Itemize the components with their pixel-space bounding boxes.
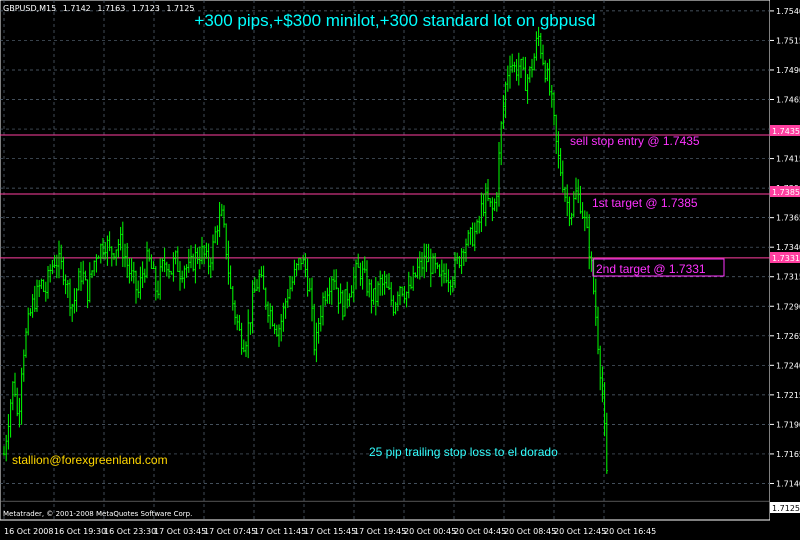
email-label: stallion@forexgreenland.com bbox=[12, 453, 168, 467]
y-tick-label: 1.7415 bbox=[776, 155, 800, 164]
x-tick-label: 17 Oct 07:45 bbox=[204, 527, 256, 536]
symbol-high: 1.7163 bbox=[97, 4, 125, 13]
chart-title: +300 pips,+$300 minilot,+300 standard lo… bbox=[194, 11, 595, 30]
y-tick-label: 1.7165 bbox=[776, 450, 800, 459]
y-tick-label: 1.7515 bbox=[776, 36, 800, 45]
x-tick-label: 16 Oct 23:30 bbox=[104, 527, 156, 536]
level-price-tag-3-text: 1.7331 bbox=[772, 254, 800, 263]
x-tick-label: 16 Oct 19:30 bbox=[54, 527, 106, 536]
symbol-low: 1.7123 bbox=[132, 4, 160, 13]
y-tick-label: 1.7215 bbox=[776, 391, 800, 400]
plot-area bbox=[0, 0, 771, 521]
annotation-target-2-box bbox=[592, 258, 725, 277]
candle-series bbox=[3, 26, 608, 474]
level-price-tag-3 bbox=[770, 252, 800, 263]
symbol-close: 1.7125 bbox=[166, 4, 194, 13]
grid bbox=[0, 0, 770, 520]
symbol-name: GBPUSD,M15 bbox=[3, 4, 56, 13]
annotation-target-2: 2nd target @ 1.7331 bbox=[596, 262, 706, 276]
x-tick-label: 17 Oct 03:45 bbox=[154, 527, 206, 536]
y-tick-label: 1.7490 bbox=[776, 66, 800, 75]
x-tick-label: 20 Oct 00:45 bbox=[404, 527, 456, 536]
annotation-trailing-stop: 25 pip trailing stop loss to el dorado bbox=[369, 445, 558, 459]
current-price-tag-text: 1.7125 bbox=[772, 504, 800, 513]
y-tick-label: 1.7190 bbox=[776, 420, 800, 429]
x-tick-label: 20 Oct 04:45 bbox=[454, 527, 506, 536]
level-price-tag-1 bbox=[770, 125, 800, 136]
x-tick-label: 17 Oct 11:45 bbox=[254, 527, 306, 536]
x-tick-label: 17 Oct 15:45 bbox=[304, 527, 356, 536]
level-price-tag-2 bbox=[770, 186, 800, 197]
y-tick-label: 1.7140 bbox=[776, 479, 800, 488]
current-price-tag bbox=[770, 502, 800, 513]
annotation-sell-stop: sell stop entry @ 1.7435 bbox=[570, 134, 700, 148]
y-tick-label: 1.7340 bbox=[776, 243, 800, 252]
y-tick-label: 1.7290 bbox=[776, 302, 800, 311]
symbol-open: 1.7142 bbox=[63, 4, 91, 13]
x-tick-label: 17 Oct 19:45 bbox=[354, 527, 406, 536]
y-tick-label: 1.7315 bbox=[776, 273, 800, 282]
x-tick-label: 20 Oct 12:45 bbox=[554, 527, 606, 536]
x-tick-label: 20 Oct 08:45 bbox=[504, 527, 556, 536]
y-tick-label: 1.7540 bbox=[776, 7, 800, 16]
level-price-tag-1-text: 1.7435 bbox=[772, 127, 800, 136]
x-tick-label: 16 Oct 2008 bbox=[4, 527, 53, 536]
symbol-header: GBPUSD,M15 1.7142 1.7163 1.7123 1.7125 bbox=[3, 4, 194, 13]
y-tick-label: 1.7265 bbox=[776, 332, 800, 341]
copyright-text: Metatrader, © 2001-2008 MetaQuotes Softw… bbox=[3, 510, 192, 518]
price-axis bbox=[770, 0, 800, 540]
y-tick-label: 1.7365 bbox=[776, 214, 800, 223]
y-tick-label: 1.7240 bbox=[776, 361, 800, 370]
annotation-target-1: 1st target @ 1.7385 bbox=[592, 196, 698, 210]
level-lines bbox=[0, 134, 770, 502]
y-tick-label: 1.7465 bbox=[776, 96, 800, 105]
level-price-tag-2-text: 1.7385 bbox=[772, 188, 800, 197]
x-tick-label: 20 Oct 16:45 bbox=[604, 527, 656, 536]
